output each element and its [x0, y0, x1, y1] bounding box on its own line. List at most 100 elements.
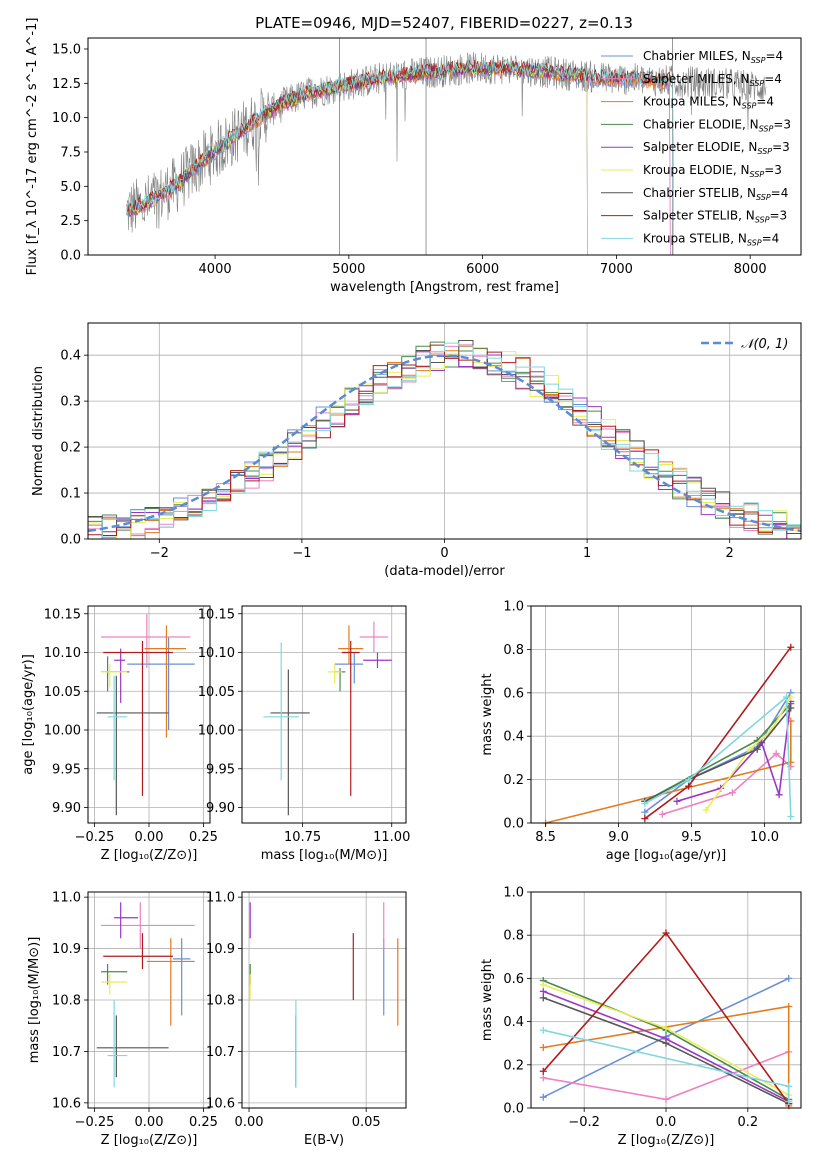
- weight-marker-salpeter-miles: [658, 810, 666, 818]
- y-tick-label: 9.95: [206, 762, 235, 777]
- mass-vs-extinction-panel: 0.00 0.05 10.6 10.7 10.8 10.9 11.0 E(B-V): [206, 891, 407, 1148]
- legend-count: =3: [772, 140, 790, 154]
- weight-marker-salpeter-stelib: [539, 1067, 547, 1075]
- x-tick-label: 9.5: [681, 830, 702, 845]
- weight-vs-age-panel: 8.5 9.0 9.5 10.0 0.0 0.2 0.4 0.6 0.8 1.0 age [log₁…: [480, 600, 802, 863]
- y-tick-label: 0.8: [503, 643, 524, 658]
- y-tick-label: 0.4: [503, 730, 524, 745]
- legend-subscript: SSP: [747, 238, 762, 247]
- spectrum-panel: 4000 5000 6000 7000 8000 0.0 2.5 5.0 7.5 10.0 12.5…: [25, 18, 802, 295]
- x-tick-label: 11.00: [373, 830, 410, 845]
- axes-frame: [87, 37, 802, 256]
- weight-marker-kroupa-stelib: [787, 812, 795, 820]
- y-tick-label: 5.0: [60, 180, 81, 195]
- weight-marker-kroupa-miles: [785, 1002, 793, 1010]
- x-tick-label: 4000: [199, 262, 232, 277]
- y-tick-label: 10.6: [206, 1096, 235, 1111]
- weight-marker-kroupa-stelib: [785, 1082, 793, 1090]
- legend-text: Salpeter MILES, N: [643, 72, 750, 86]
- y-tick-label: 10.8: [52, 994, 81, 1009]
- y-tick-label: 0.6: [503, 972, 524, 987]
- x-tick-label: −0.25: [75, 1115, 115, 1130]
- y-axis-label: mass weight: [480, 673, 495, 755]
- weight-marker-kroupa-elodie: [702, 806, 710, 814]
- y-tick-label: 0.0: [503, 1102, 524, 1117]
- y-tick-label: 10.05: [44, 685, 81, 700]
- x-tick-label: 0.0: [656, 1115, 677, 1130]
- weight-line-kroupa-stelib: [644, 695, 792, 817]
- y-tick-label: 0.2: [503, 773, 524, 788]
- legend-text: Chabrier ELODIE, N: [643, 117, 759, 131]
- y-axis-label: age [log₁₀(age/yr)]: [21, 654, 36, 775]
- legend-subscript: SSP: [755, 216, 770, 225]
- legend-subscript: SSP: [756, 193, 771, 202]
- x-tick-label: 8.5: [535, 830, 556, 845]
- legend-label-chabrier-stelib: Chabrier STELIB, NSSP=4: [643, 186, 788, 202]
- weight-marker-kroupa-elodie: [539, 981, 547, 989]
- weight-marker-salpeter-miles: [728, 789, 736, 797]
- x-tick-label: 0.25: [189, 1115, 218, 1130]
- weight-marker-kroupa-stelib: [641, 799, 649, 807]
- x-axis-label: (data-model)/error: [384, 564, 505, 579]
- x-tick-label: 5000: [332, 262, 365, 277]
- legend-subscript: SSP: [750, 170, 765, 179]
- legend-subscript: SSP: [751, 56, 766, 65]
- x-tick-label: 10.75: [284, 830, 321, 845]
- x-tick-label: 0.05: [352, 1115, 381, 1130]
- weight-marker-salpeter-miles: [662, 1095, 670, 1103]
- x-tick-label: 1: [583, 546, 591, 561]
- weight-line-chabrier-miles: [644, 692, 792, 813]
- y-tick-label: 7.5: [60, 145, 81, 160]
- y-tick-label: 10.05: [198, 685, 235, 700]
- model-spectrum-salpeter-stelib: [126, 60, 674, 255]
- model-spectrum-salpeter-elodie: [126, 61, 588, 255]
- y-tick-label: 10.00: [198, 724, 235, 739]
- y-tick-label: 0.4: [60, 349, 81, 364]
- y-tick-label: 10.8: [206, 994, 235, 1009]
- legend-label-salpeter-stelib: Salpeter STELIB, NSSP=3: [643, 209, 787, 225]
- y-tick-label: 1.0: [503, 600, 524, 615]
- legend-count: =4: [765, 49, 783, 63]
- model-spectrum-kroupa-stelib: [126, 58, 674, 255]
- legend-count: =4: [771, 186, 789, 200]
- x-tick-label: 0.25: [189, 830, 218, 845]
- axes-frame: [241, 605, 407, 824]
- weight-line-kroupa-elodie: [705, 696, 792, 811]
- y-tick-label: 15.0: [52, 42, 81, 57]
- x-axis-label: Z [log₁₀(Z/Z⊙)]: [101, 848, 198, 863]
- y-tick-label: 10.9: [52, 942, 81, 957]
- legend-label-salpeter-miles: Salpeter MILES, NSSP=4: [643, 72, 782, 88]
- legend-count: =4: [762, 231, 780, 245]
- weight-marker-chabrier-miles: [539, 1093, 547, 1101]
- y-tick-label: 0.0: [60, 533, 81, 548]
- mass-vs-metallicity-panel: −0.25 0.00 0.25 10.6 10.7 10.8 10.9 11.0 Z [log₁…: [27, 891, 218, 1148]
- weight-marker-salpeter-elodie: [539, 987, 547, 995]
- y-tick-label: 1.0: [503, 886, 524, 901]
- weight-marker-salpeter-elodie: [775, 791, 783, 799]
- x-tick-label: 6000: [466, 262, 499, 277]
- x-axis-label: mass [log₁₀(M/M⊙)]: [261, 848, 388, 863]
- residual-histogram-panel: −2 −1 0 1 2 0.0 0.1 0.2 0.3 0.4 (data-model)/error…: [31, 322, 802, 579]
- weight-line-chabrier-stelib: [644, 707, 792, 803]
- x-tick-label: 0.00: [135, 1115, 164, 1130]
- weight-marker-kroupa-stelib: [782, 693, 790, 701]
- x-tick-label: −2: [150, 546, 169, 561]
- y-tick-label: 0.2: [60, 441, 81, 456]
- axes-frame: [530, 605, 802, 824]
- y-axis-label: Flux [f_λ 10^-17 erg cm^-2 s^-1 A^-1]: [25, 18, 40, 276]
- weight-marker-chabrier-stelib: [787, 704, 795, 712]
- y-tick-label: 10.6: [52, 1096, 81, 1111]
- weight-marker-salpeter-elodie: [673, 797, 681, 805]
- x-tick-label: −1: [292, 546, 311, 561]
- y-tick-label: 11.0: [206, 891, 235, 906]
- legend-label-kroupa-stelib: Kroupa STELIB, NSSP=4: [643, 231, 779, 247]
- legend-text: Kroupa ELODIE, N: [643, 163, 750, 177]
- legend-subscript: SSP: [742, 102, 757, 111]
- figure-title: PLATE=0946, MJD=52407, FIBERID=0227, z=0…: [255, 14, 633, 32]
- x-tick-label: 0.2: [737, 1115, 758, 1130]
- y-axis-label: Normed distribution: [31, 366, 46, 496]
- y-tick-label: 0.4: [503, 1015, 524, 1030]
- y-tick-label: 9.90: [206, 801, 235, 816]
- x-tick-label: 8000: [734, 262, 767, 277]
